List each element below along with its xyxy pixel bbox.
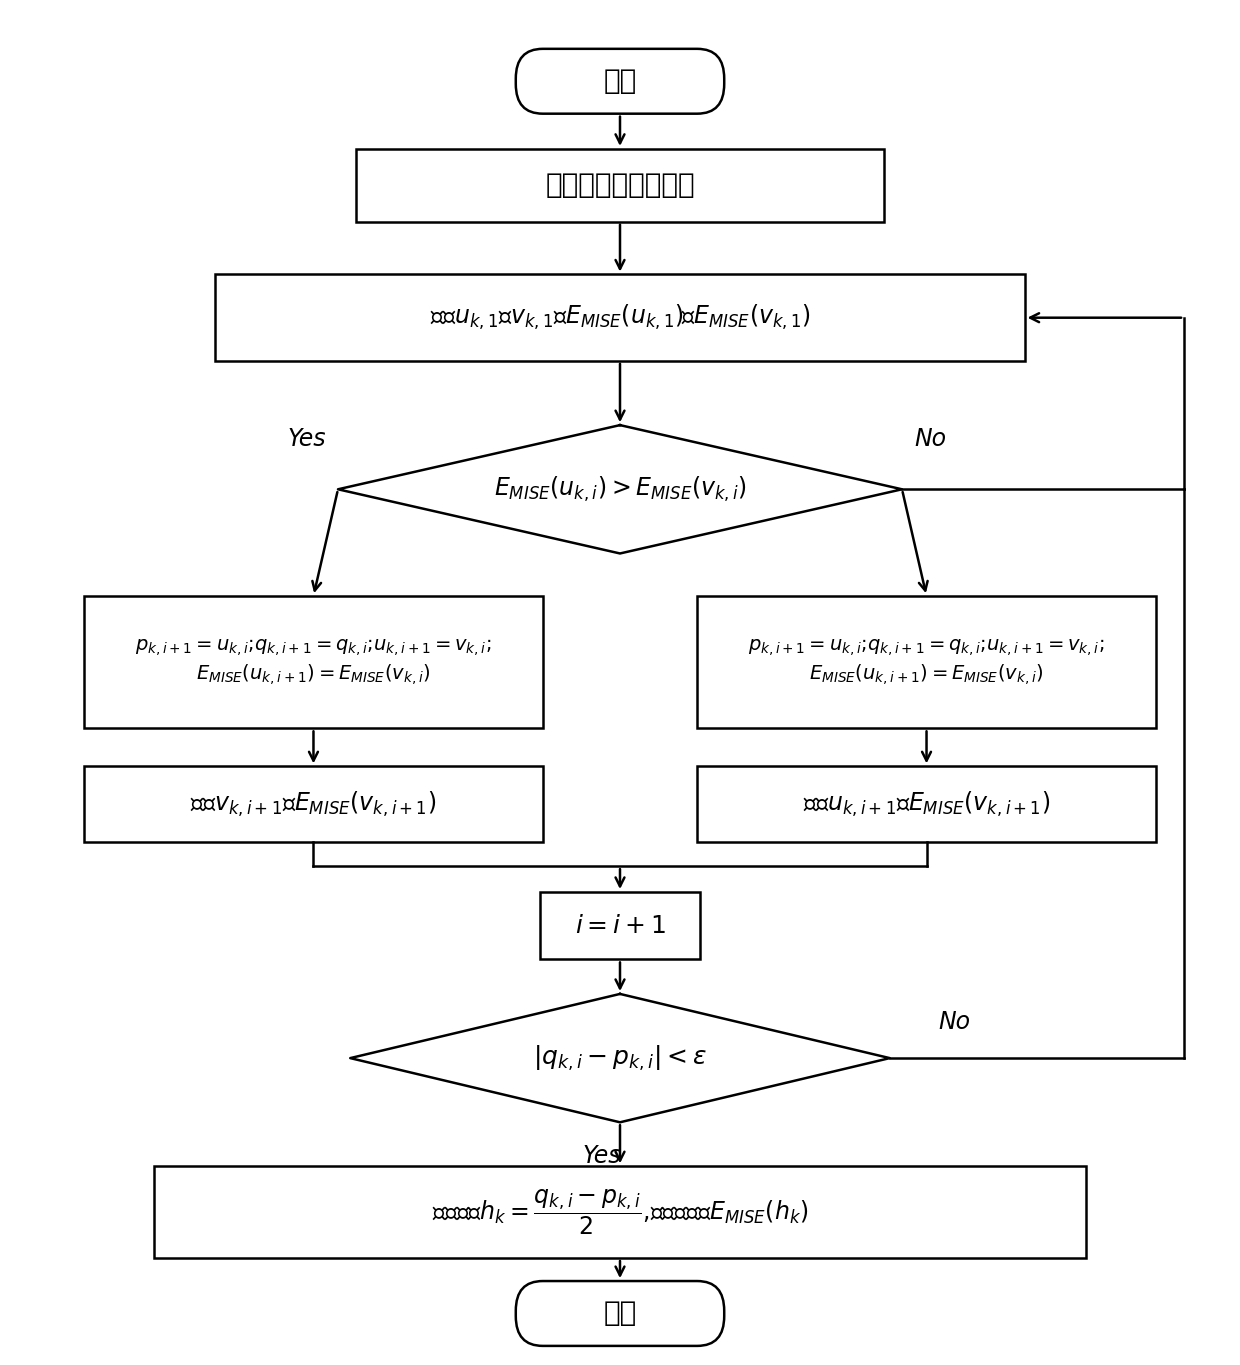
FancyBboxPatch shape (516, 1280, 724, 1346)
Text: 计算$u_{k,1}$、$v_{k,1}$、$E_{MISE}$($u_{k,1}$)、$E_{MISE}$($v_{k,1}$): 计算$u_{k,1}$、$v_{k,1}$、$E_{MISE}$($u_{k,1… (430, 303, 810, 332)
Text: $i=i+1$: $i=i+1$ (574, 913, 666, 938)
Bar (154, 1166, 1086, 1259)
Text: $p_{k,i+1}=u_{k,i}$;$q_{k,i+1}=q_{k,i}$;$u_{k,i+1}=v_{k,i}$;
$E_{MISE}$($u_{k,i+: $p_{k,i+1}=u_{k,i}$;$q_{k,i+1}=q_{k,i}$;… (135, 637, 492, 687)
Text: $|q_{k,i}-p_{k,i}|<\varepsilon$: $|q_{k,i}-p_{k,i}|<\varepsilon$ (533, 1044, 707, 1073)
Bar (83, 766, 543, 842)
Text: $E_{MISE}$($u_{k,i}$)$>$$E_{MISE}$($v_{k,i}$): $E_{MISE}$($u_{k,i}$)$>$$E_{MISE}$($v_{k… (494, 475, 746, 504)
Text: Yes: Yes (583, 1144, 621, 1168)
Text: 取最小点$h_k=\dfrac{q_{k,i}-p_{k,i}}{2}$,返回最小值$E_{MISE}$($h_k$): 取最小点$h_k=\dfrac{q_{k,i}-p_{k,i}}{2}$,返回最… (432, 1188, 808, 1237)
Polygon shape (350, 994, 890, 1122)
Text: $p_{k,i+1}=u_{k,i}$;$q_{k,i+1}=q_{k,i}$;$u_{k,i+1}=v_{k,i}$;
$E_{MISE}$($u_{k,i+: $p_{k,i+1}=u_{k,i}$;$q_{k,i+1}=q_{k,i}$;… (748, 637, 1105, 687)
Polygon shape (339, 425, 901, 553)
Text: 结束: 结束 (604, 1299, 636, 1328)
Bar (216, 274, 1024, 360)
Text: No: No (939, 1010, 971, 1033)
Text: 计算$v_{k,i+1}$、$E_{MISE}$($v_{k,i+1}$): 计算$v_{k,i+1}$、$E_{MISE}$($v_{k,i+1}$) (191, 789, 436, 819)
Bar (356, 149, 884, 221)
Text: Yes: Yes (288, 427, 326, 452)
Text: 开始: 开始 (604, 67, 636, 96)
Bar (697, 597, 1157, 729)
Bar (541, 891, 699, 960)
Bar (697, 766, 1157, 842)
FancyBboxPatch shape (516, 49, 724, 113)
Text: No: No (914, 427, 946, 452)
Text: 设定初始区间和精度: 设定初始区间和精度 (546, 171, 694, 199)
Text: 计算$u_{k,i+1}$、$E_{MISE}$($v_{k,i+1}$): 计算$u_{k,i+1}$、$E_{MISE}$($v_{k,i+1}$) (804, 789, 1050, 819)
Bar (83, 597, 543, 729)
